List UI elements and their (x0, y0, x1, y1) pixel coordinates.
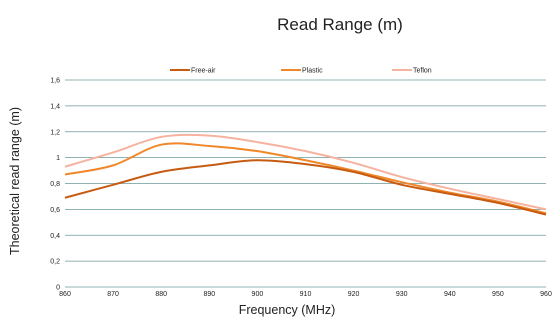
x-tick-label: 960 (540, 291, 552, 298)
x-tick-label: 900 (252, 291, 264, 298)
x-axis-ticks: 860 870 880 890 900 910 920 930 940 950 960 (59, 291, 552, 298)
series-line-teflon (64, 133, 547, 211)
series-line-plastic (64, 142, 547, 215)
y-tick-label: 0,4 (50, 233, 60, 240)
y-axis-title: Theoretical read range (m) (8, 107, 22, 255)
x-tick-label: 930 (396, 291, 408, 298)
legend-label: Teflon (413, 68, 432, 75)
y-tick-label: 0 (56, 285, 60, 292)
y-tick-label: 1,6 (50, 78, 60, 85)
y-tick-label: 1,4 (50, 103, 60, 110)
series-line-free-air (64, 159, 547, 216)
x-tick-label: 870 (107, 291, 119, 298)
x-tick-label: 940 (444, 291, 456, 298)
y-tick-label: 0,2 (50, 259, 60, 266)
y-tick-label: 1 (56, 155, 60, 162)
y-axis-ticks: 0 0,2 0,4 0,6 0,8 1 1,2 1,4 1,6 (50, 78, 60, 292)
y-tick-label: 0,6 (50, 207, 60, 214)
x-tick-label: 910 (300, 291, 312, 298)
y-tick-label: 0,8 (50, 181, 60, 188)
x-tick-label: 890 (203, 291, 215, 298)
x-tick-label: 860 (59, 291, 71, 298)
series-lines (64, 133, 547, 216)
y-tick-label: 1,2 (50, 129, 60, 136)
x-axis-title: Frequency (MHz) (239, 303, 336, 317)
x-tick-label: 920 (348, 291, 360, 298)
legend-label: Free-air (191, 68, 216, 75)
x-tick-label: 880 (155, 291, 167, 298)
x-tick-label: 950 (492, 291, 504, 298)
chart-title: Read Range (m) (277, 15, 403, 34)
gridlines (65, 79, 546, 288)
legend-label: Plastic (302, 68, 323, 75)
legend: Free-air Plastic Teflon (170, 68, 432, 75)
